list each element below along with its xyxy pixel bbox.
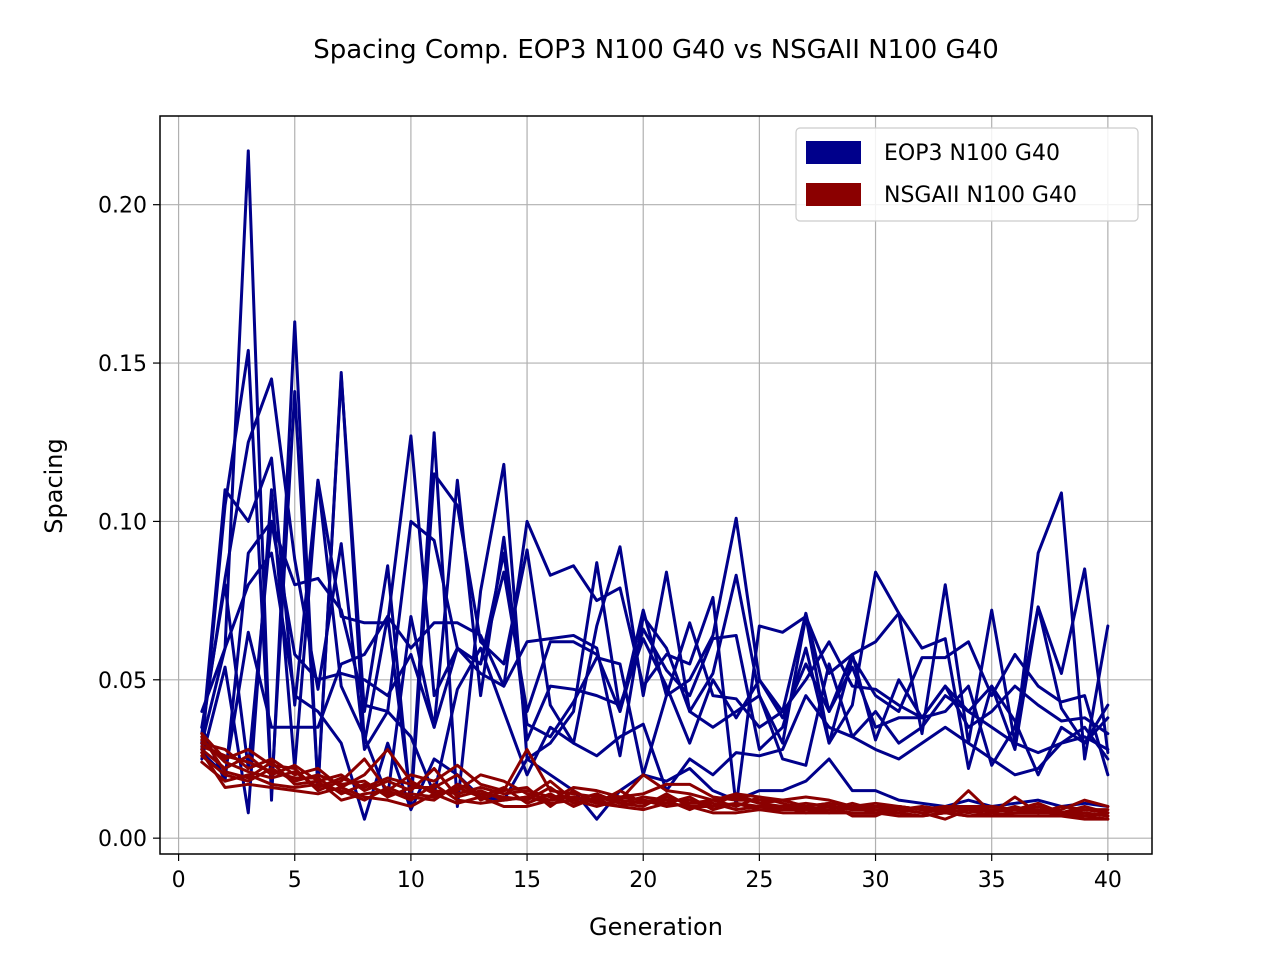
series-line-eop3-5 [200, 478, 1110, 815]
series-line-nsgaii-1 [200, 732, 1110, 815]
y-tick-label: 0.05 [98, 669, 147, 694]
chart-title: Spacing Comp. EOP3 N100 G40 vs NSGAII N1… [313, 35, 999, 65]
series-line-nsgaii-9 [200, 751, 1110, 821]
x-tick-label: 10 [397, 868, 425, 893]
x-axis-label: Generation [589, 913, 723, 941]
y-axis: 0.00 0.05 0.10 0.15 0.20 [98, 194, 160, 852]
series-line-nsgaii-8 [200, 735, 1110, 818]
series-layer [200, 149, 1110, 821]
x-tick-label: 20 [629, 868, 657, 893]
legend: EOP3 N100 G40 NSGAII N100 G40 [795, 127, 1139, 222]
x-tick-label: 5 [288, 868, 302, 893]
x-axis: 0 5 10 15 20 25 30 35 40 [172, 854, 1122, 893]
y-tick-label: 0.10 [98, 510, 147, 535]
x-tick-label: 35 [978, 868, 1006, 893]
legend-swatch-nsgaii [806, 183, 861, 206]
plot-area [159, 115, 1153, 855]
y-tick-label: 0.00 [98, 827, 147, 852]
plot-frame [159, 115, 1153, 855]
x-tick-label: 25 [745, 868, 773, 893]
plot-background [160, 116, 1152, 854]
legend-swatch-eop3 [806, 141, 861, 164]
series-line-eop3-4 [200, 434, 1110, 777]
legend-box [795, 127, 1139, 222]
x-tick-label: 40 [1094, 868, 1122, 893]
y-axis-label: Spacing [40, 438, 68, 533]
y-tick-label: 0.20 [98, 194, 147, 219]
series-line-eop3-8 [200, 519, 1110, 796]
grid-layer [160, 116, 1152, 854]
x-tick-label: 0 [172, 868, 186, 893]
legend-label-eop3: EOP3 N100 G40 [884, 141, 1060, 166]
series-line-eop3-6 [200, 519, 1110, 783]
x-tick-label: 15 [513, 868, 541, 893]
legend-label-nsgaii: NSGAII N100 G40 [884, 183, 1077, 208]
y-tick-label: 0.15 [98, 352, 147, 377]
x-tick-label: 30 [862, 868, 890, 893]
